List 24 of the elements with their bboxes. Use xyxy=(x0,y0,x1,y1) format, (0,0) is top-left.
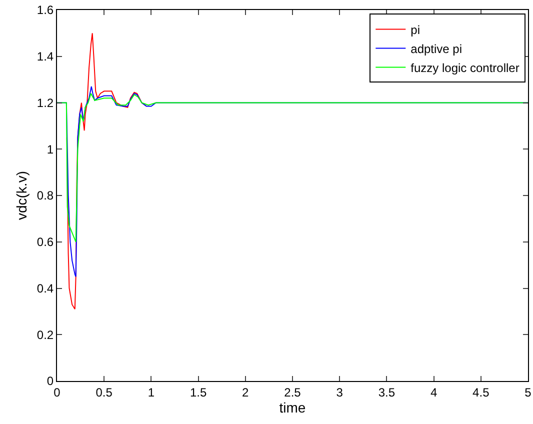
y-tick-label: 1.2 xyxy=(36,96,54,110)
x-axis-title: time xyxy=(279,400,306,416)
x-tick-label: 3.5 xyxy=(378,385,396,400)
x-tick-label: 4 xyxy=(430,385,438,400)
x-tick-label: 3 xyxy=(336,385,344,400)
x-tick-label: 4.5 xyxy=(472,385,490,400)
y-tick-label: 0.6 xyxy=(36,235,54,250)
x-tick-label: 5 xyxy=(524,385,532,400)
y-tick-label: 1.4 xyxy=(36,50,54,64)
legend-label: adptive pi xyxy=(410,42,462,56)
x-tick-label: 2.5 xyxy=(284,385,302,400)
y-tick-label: 0.2 xyxy=(36,328,54,342)
x-tick-label: 2 xyxy=(242,385,250,400)
y-axis-title: vdc(k.v) xyxy=(14,171,30,220)
legend-label: fuzzy logic controller xyxy=(410,60,520,75)
x-tick-label: 0.5 xyxy=(96,385,113,400)
y-tick-label: 0.4 xyxy=(36,281,54,296)
y-tick-label: 0 xyxy=(46,374,54,388)
y-tick-label: 1.6 xyxy=(36,3,54,18)
x-tick-label: 1 xyxy=(148,385,155,400)
y-tick-label: 1 xyxy=(46,142,54,156)
legend-label: pi xyxy=(410,22,420,37)
y-tick-label: 0.8 xyxy=(36,188,54,203)
x-tick-label: 1.5 xyxy=(190,385,207,400)
